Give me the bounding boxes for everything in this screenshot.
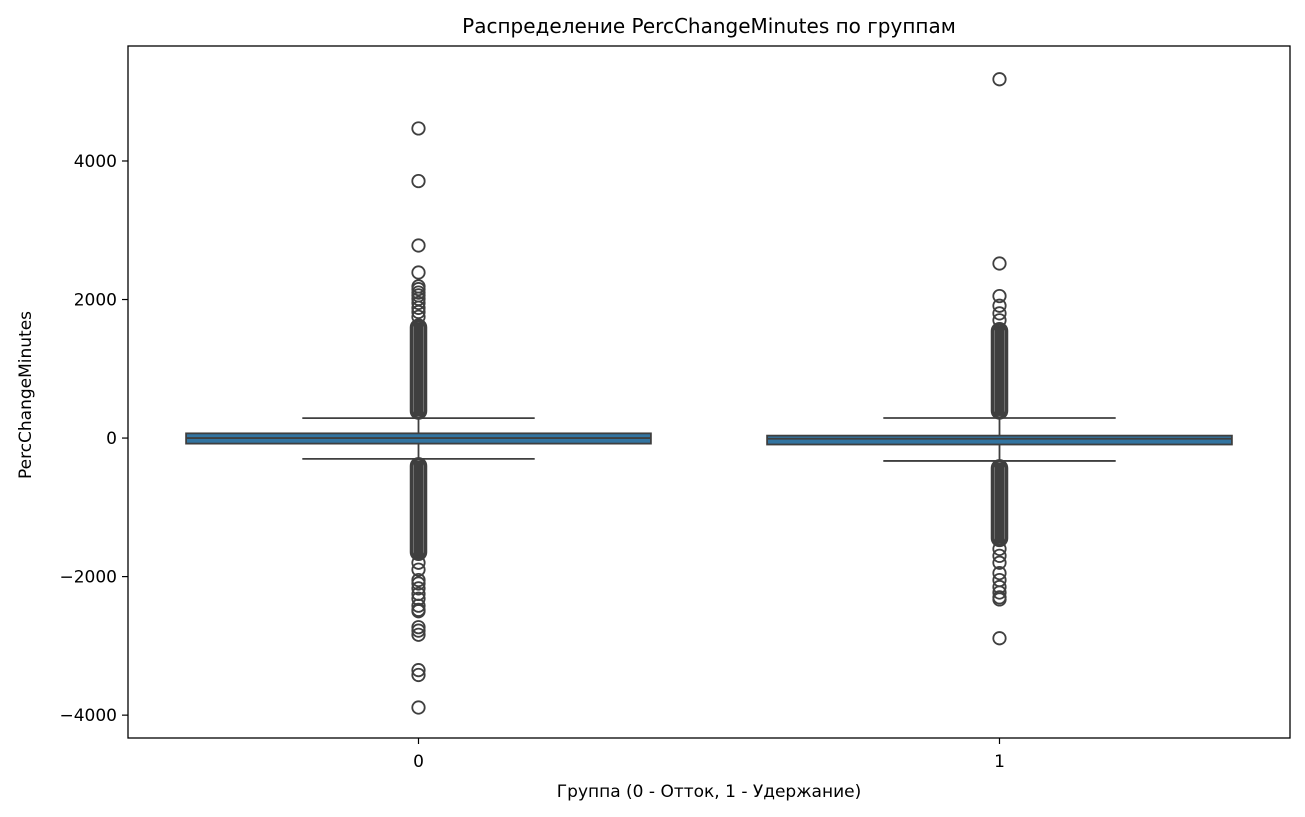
outlier-point xyxy=(411,265,426,280)
outlier-point xyxy=(992,288,1007,304)
y-tick-label: 4000 xyxy=(74,152,117,172)
outlier-point xyxy=(411,620,426,635)
outlier-point xyxy=(411,700,426,715)
outlier-point xyxy=(992,298,1007,313)
outlier-point xyxy=(411,238,426,253)
outlier-point xyxy=(992,313,1007,328)
outlier-point xyxy=(411,121,426,136)
outlier-point xyxy=(992,306,1007,321)
outlier-point xyxy=(992,256,1007,271)
outlier-point xyxy=(411,627,426,642)
x-tick-label: 1 xyxy=(994,752,1005,772)
outlier-point xyxy=(411,295,426,311)
outlier-point xyxy=(411,623,426,638)
x-axis-label: Группа (0 - Отток, 1 - Удержание) xyxy=(557,782,861,802)
x-tick-label: 0 xyxy=(413,752,424,772)
outlier-point xyxy=(411,572,426,588)
outlier-point xyxy=(992,555,1007,570)
outlier-band-lower-fill xyxy=(994,462,1005,544)
outlier-point xyxy=(411,304,426,320)
outlier-point xyxy=(992,548,1007,563)
outlier-point xyxy=(411,667,426,683)
y-axis-label: PercChangeMinutes xyxy=(16,311,36,479)
y-axis: 4000 2000 0 −2000 −4000 xyxy=(59,152,128,726)
outlier-point xyxy=(992,585,1007,600)
y-tick-label: 0 xyxy=(106,429,117,449)
outlier-point xyxy=(411,555,426,570)
y-tick-label: 2000 xyxy=(74,291,117,311)
plot-frame xyxy=(127,45,1291,739)
outlier-point xyxy=(411,581,426,596)
outlier-band-lower-fill xyxy=(413,460,424,558)
outlier-point xyxy=(992,566,1007,581)
outlier-point xyxy=(992,541,1007,556)
y-tick-label: −2000 xyxy=(59,568,117,588)
plot-area xyxy=(185,72,1233,715)
chart-title: Распределение PercChangeMinutes по групп… xyxy=(462,14,956,38)
outlier-point xyxy=(992,72,1007,87)
iqr-box xyxy=(766,434,1233,446)
outlier-point xyxy=(411,576,426,591)
outlier-point xyxy=(411,604,426,619)
outlier-point xyxy=(411,598,426,613)
y-tick-label: −4000 xyxy=(59,706,117,726)
outlier-point xyxy=(411,300,426,315)
outlier-point xyxy=(992,631,1007,646)
outlier-point xyxy=(411,282,426,297)
box-group-1 xyxy=(766,72,1233,646)
box-group-0 xyxy=(185,121,652,715)
outlier-point xyxy=(411,663,426,678)
outlier-point xyxy=(411,562,426,577)
outlier-band-upper-fill xyxy=(994,325,1005,416)
outlier-point xyxy=(992,592,1007,607)
outlier-band-upper-fill xyxy=(413,322,424,417)
outlier-point xyxy=(411,173,426,189)
outlier-point xyxy=(411,309,426,324)
